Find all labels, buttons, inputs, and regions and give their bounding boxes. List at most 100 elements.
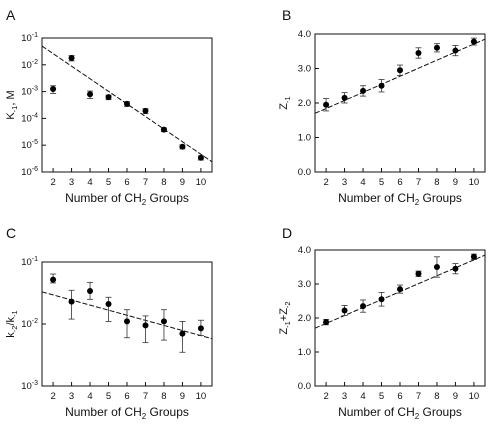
x-tick-label: 5 xyxy=(379,391,384,402)
data-point xyxy=(341,307,348,314)
x-tick-label: 6 xyxy=(124,391,129,402)
data-point xyxy=(68,298,75,305)
x-tick-label: 6 xyxy=(397,177,402,188)
y-tick-label: 0.0 xyxy=(298,167,311,178)
data-point xyxy=(433,264,440,270)
plot-frame xyxy=(314,249,486,387)
y-tick-label: 3.0 xyxy=(298,64,311,75)
data-point xyxy=(360,87,367,94)
x-tick-label: 9 xyxy=(453,391,458,402)
x-tick-label: 3 xyxy=(69,177,74,188)
data-point xyxy=(470,38,477,45)
x-tick-label: 10 xyxy=(469,177,480,188)
data-point xyxy=(415,270,422,277)
x-tick-label: 2 xyxy=(323,391,328,402)
y-tick-label: 1.0 xyxy=(298,133,311,144)
x-tick-label: 4 xyxy=(87,177,92,188)
data-point xyxy=(124,100,130,107)
x-tick-label: 4 xyxy=(360,391,365,402)
data-point xyxy=(415,49,422,56)
x-tick-label: 7 xyxy=(143,391,148,402)
y-axis-label: k-2/k-1 xyxy=(5,310,19,337)
panel-c: C 2 3 4 5 6 7 8 9 10 10-1 10-2 10-3 Number of CH2 Gr… xyxy=(5,225,213,421)
x-tick-label: 3 xyxy=(69,391,74,402)
data-point xyxy=(87,288,94,295)
x-tick-label: 8 xyxy=(434,391,439,402)
data-point xyxy=(397,67,403,74)
data-point xyxy=(142,107,149,114)
y-tick-label: 1.0 xyxy=(298,347,311,358)
x-tick-label: 2 xyxy=(50,177,55,188)
y-tick-label: 10-3 xyxy=(21,380,38,392)
data-point xyxy=(397,286,403,293)
x-tick-label: 7 xyxy=(143,177,148,188)
panel-letter-c: C xyxy=(6,225,16,241)
x-tick-label: 2 xyxy=(50,391,55,402)
y-tick-label: 10-2 xyxy=(21,59,38,71)
x-tick-label: 5 xyxy=(106,391,111,402)
x-tick-label: 2 xyxy=(323,177,328,188)
x-tick-label: 7 xyxy=(416,177,421,188)
data-point xyxy=(50,276,57,283)
y-tick-label: 10-3 xyxy=(21,86,38,98)
y-tick-label: 10-6 xyxy=(21,166,38,178)
y-tick-label: 10-5 xyxy=(21,139,38,151)
y-tick-label: 4.0 xyxy=(298,245,311,256)
x-tick-label: 6 xyxy=(124,177,129,188)
data-point xyxy=(197,154,204,161)
data-point xyxy=(142,322,149,329)
y-axis-label: Z-1+Z-2 xyxy=(278,301,292,334)
y-tick-label: 10-1 xyxy=(21,32,38,44)
x-tick-label: 8 xyxy=(161,391,166,402)
data-point xyxy=(433,44,440,51)
data-point xyxy=(160,126,167,133)
panel-letter-b: B xyxy=(282,7,291,23)
x-tick-label: 3 xyxy=(342,391,347,402)
plot-frame xyxy=(314,33,486,173)
x-tick-label: 6 xyxy=(397,391,402,402)
x-axis-label: Number of CH2 Groups xyxy=(338,191,462,207)
x-tick-label: 3 xyxy=(342,177,347,188)
panel-d: D 2 3 4 5 6 7 8 9 10 0.0 1.0 2.0 3.0 4.0 Number of CH2… xyxy=(278,225,486,421)
x-tick-label: 8 xyxy=(161,177,166,188)
x-tick-label: 10 xyxy=(469,391,480,402)
x-tick-label: 10 xyxy=(196,391,207,402)
y-tick-label: 2.0 xyxy=(298,98,311,109)
y-axis-label: Z-1 xyxy=(278,96,292,109)
y-tick-label: 2.0 xyxy=(298,313,311,324)
data-point xyxy=(470,253,477,260)
x-tick-label: 4 xyxy=(360,177,365,188)
data-point xyxy=(105,94,112,101)
data-point xyxy=(124,318,130,325)
x-tick-label: 5 xyxy=(379,177,384,188)
data-point xyxy=(50,86,57,93)
data-point xyxy=(323,319,330,326)
x-tick-label: 10 xyxy=(196,177,207,188)
data-point xyxy=(179,330,186,337)
data-point xyxy=(87,91,94,98)
data-point xyxy=(360,303,367,310)
x-axis-label: Number of CH2 Groups xyxy=(338,405,462,421)
x-tick-label: 9 xyxy=(453,177,458,188)
y-tick-label: 10-1 xyxy=(21,256,38,268)
data-point xyxy=(160,318,167,325)
data-point xyxy=(378,82,385,89)
data-point xyxy=(105,301,112,308)
fit-line xyxy=(314,38,486,114)
x-tick-label: 9 xyxy=(180,177,185,188)
x-tick-label: 4 xyxy=(87,391,92,402)
y-axis-label: K-1, M xyxy=(5,90,19,119)
y-tick-label: 4.0 xyxy=(298,29,311,40)
y-tick-label: 3.0 xyxy=(298,279,311,290)
data-point xyxy=(68,54,75,61)
data-point xyxy=(341,94,348,101)
data-point xyxy=(197,325,204,332)
panel-a: A 2 3 4 5 6 7 8 9 10 10-1 10-2 10-3 10-4 10-5 10-6 Numb… xyxy=(5,7,213,207)
data-point xyxy=(179,143,186,150)
data-point xyxy=(323,101,330,108)
data-point xyxy=(378,296,385,303)
x-tick-label: 7 xyxy=(416,391,421,402)
x-axis-label: Number of CH2 Groups xyxy=(65,191,189,207)
panel-letter-d: D xyxy=(282,225,292,241)
